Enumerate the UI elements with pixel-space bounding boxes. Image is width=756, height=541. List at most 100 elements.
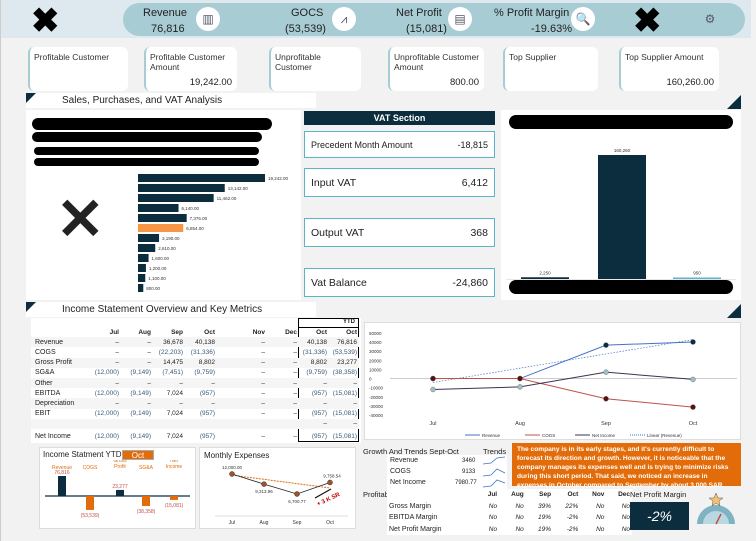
customer-bar	[138, 194, 214, 202]
table-row: – –	[31, 418, 359, 429]
table-cell: 7,024	[166, 389, 183, 397]
redacted-text	[34, 147, 259, 155]
kpi-margin-value: -19.63%	[531, 23, 572, 35]
table-cell	[217, 419, 267, 429]
ytd-bar-label: (15,081)	[165, 503, 184, 509]
vat-value: 6,412	[461, 176, 488, 189]
table-cell: –	[179, 399, 183, 407]
table-cell: –	[261, 389, 265, 397]
ratio-row: Gross Margin No No 39% 22% No No	[387, 501, 632, 513]
table-cell: (31,336)	[302, 348, 327, 356]
y-tick-label: 40000	[369, 340, 382, 345]
customer-bar-label: 6,854.00	[186, 226, 204, 231]
table-header-row: Jul Aug Sep Oct Nov Dec Oct Oct	[31, 327, 359, 337]
table-cell: –	[323, 379, 327, 387]
supplier-bar	[598, 155, 646, 279]
table-cell: 76,816	[337, 338, 357, 346]
card-top-supplier-amount: Top Supplier Amount 160,260.00	[619, 47, 719, 91]
table-cell: –	[147, 399, 151, 407]
column-header: Jul	[109, 328, 119, 336]
supplier-bar-label: 950	[693, 271, 701, 276]
y-tick-label: 30000	[369, 349, 382, 354]
redacted-mark: ✕	[56, 187, 105, 252]
data-point	[229, 471, 235, 477]
data-label: 9,313.96	[255, 489, 273, 494]
table-cell: 14,475	[163, 359, 183, 367]
table-cell: 40,138	[195, 338, 215, 346]
redacted-text	[34, 158, 259, 166]
vat-precedent-month: Precedent Month Amount -18,815	[304, 131, 495, 158]
table-row: SG&A (12,000) (9,149) (7,451) (9,759) – – (9,75…	[31, 368, 359, 378]
row-label: SG&A	[35, 369, 55, 377]
card-label: Profitable Customer Amount	[150, 52, 226, 72]
card-unprofitable-customer-amount: Unprofitable Customer Amount 800.00	[388, 47, 484, 91]
monthly-expenses-chart: 12,000.00 Jul 9,313.96 Aug 6,700.77 Sep 9,758.…	[215, 465, 348, 526]
table-cell: –	[261, 410, 265, 418]
growth-title: Growth And Trends Sept-Oct	[363, 447, 459, 456]
row-label: EBITDA	[35, 389, 61, 397]
card-value: 19,242.00	[189, 77, 232, 88]
ytd-bar	[116, 489, 124, 496]
table-cell: (38,358)	[332, 369, 357, 377]
ytd-frame	[298, 327, 359, 442]
row-label: Net Income	[35, 433, 71, 441]
x-tick-label: Jul	[429, 421, 436, 427]
profitability-ratios-table: Jul Aug Sep Oct Nov Dec Gross Margin No No 39% 22%…	[387, 489, 632, 535]
vat-input: Input VAT 6,412	[304, 168, 495, 197]
network-icon: ⚙	[704, 12, 716, 26]
ytd-bar	[142, 496, 150, 506]
sparkline-net-income	[482, 479, 506, 488]
customer-bar	[138, 244, 156, 252]
y-tick-label: 20000	[369, 358, 382, 363]
trend-line-chart-panel: 50000 40000 30000 20000 10000 0 -10000 -20000 -3…	[364, 322, 741, 440]
vat-title: VAT Section	[304, 111, 495, 125]
category-label: Income	[166, 464, 183, 470]
row-label: Gross Margin	[389, 502, 432, 510]
column-header: Sep	[539, 491, 552, 499]
y-tick-label: 0	[369, 377, 372, 382]
redacted-logo-right: ✖	[633, 2, 662, 40]
table-cell: 36,678	[163, 338, 183, 346]
table-cell: (957)	[311, 410, 327, 418]
table-row: COGS – – (22,203) (31,336) – – (31,336) (53,539)	[31, 347, 359, 357]
customer-bar	[138, 274, 146, 282]
data-point	[603, 396, 609, 402]
legend-label: COGS	[542, 433, 555, 438]
card-label: Unprofitable Customer	[275, 52, 321, 72]
table-cell: 7,024	[166, 410, 183, 418]
table-cell: –	[147, 338, 151, 346]
supplier-bar	[521, 277, 569, 279]
ratio-row: EBITDA Margin No No 19% -2% No No	[387, 512, 632, 524]
y-tick-label: -10000	[369, 386, 384, 391]
card-value: 160,260.00	[666, 77, 714, 88]
table-cell: –	[353, 379, 357, 387]
monthly-expenses-title: Monthly Expenses	[204, 451, 270, 460]
table-cell: –	[261, 338, 265, 346]
redacted-logo: ✖	[31, 2, 60, 40]
customer-bar-label: 1,200.00	[149, 266, 167, 271]
npm-value: -2%	[630, 502, 689, 530]
column-header: Nov	[252, 328, 265, 336]
category-label: Net	[170, 460, 178, 464]
table-cell: (12,000)	[94, 433, 119, 441]
vat-value: -24,860	[452, 276, 488, 289]
table-cell: –	[211, 379, 215, 387]
table-cell: (7,451)	[162, 369, 183, 377]
month-filter[interactable]: Oct	[122, 450, 154, 460]
table-cell: (957)	[311, 389, 327, 397]
row-label: Gross Profit	[35, 359, 72, 367]
gauge-icon	[697, 492, 735, 525]
table-cell: –	[115, 399, 119, 407]
table-row: EBITDA (12,000) (9,149) 7,024 (957) – – (957) (1…	[31, 388, 359, 398]
table-cell	[185, 419, 217, 429]
row-label: Other	[35, 379, 53, 387]
column-header: Oct	[204, 328, 215, 336]
customer-bar-label: 6,140.00	[182, 206, 200, 211]
growth-label: Net Income	[390, 479, 426, 486]
table-cell: (31,336)	[190, 348, 215, 356]
customer-bar	[138, 254, 149, 262]
ratio-cell: -2%	[566, 525, 579, 533]
table-cell: –	[293, 410, 297, 418]
commentary-box: The company is in its early stages, and …	[512, 443, 741, 489]
